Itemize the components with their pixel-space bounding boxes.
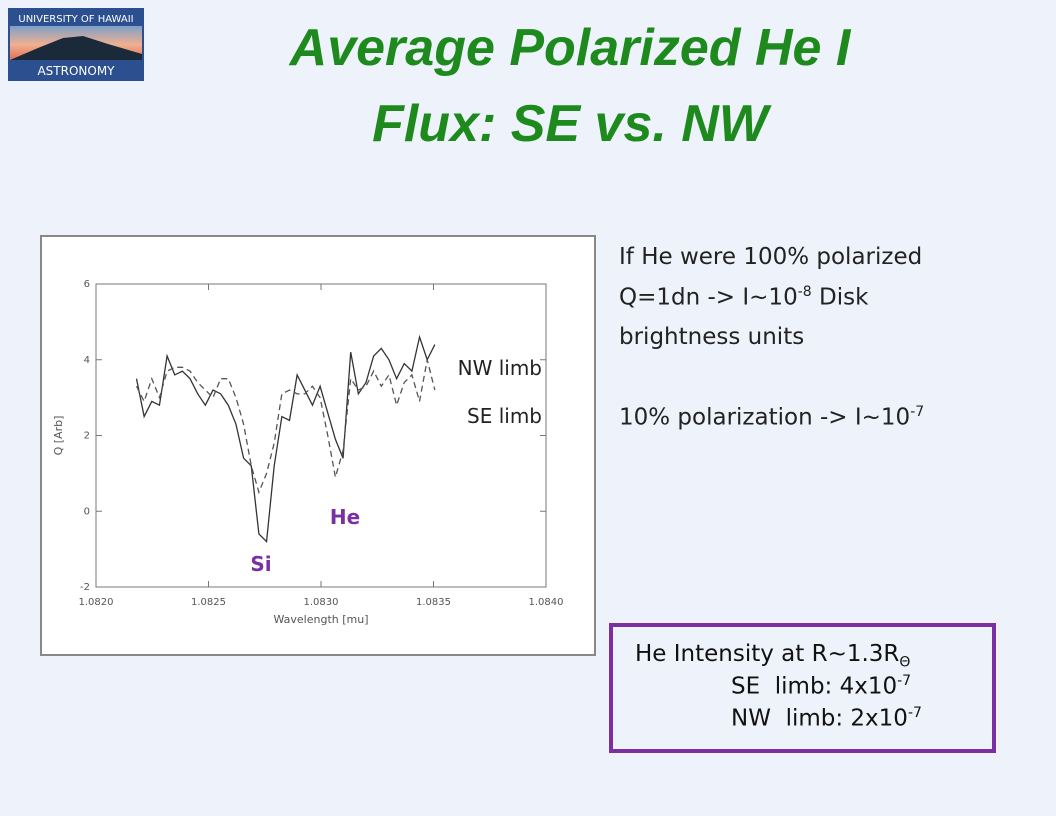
data-line: [135, 334, 436, 543]
annotation: Si: [250, 552, 271, 576]
box-sub: Θ: [899, 654, 911, 671]
y-tick-label: 6: [84, 279, 90, 290]
box-sup: -7: [907, 705, 922, 721]
data-line: [135, 359, 436, 495]
summary-box: He Intensity at R~1.3RΘ SE limb: 4x10-7 …: [609, 623, 996, 753]
note-line: brightness units: [619, 324, 805, 350]
box-sup: -7: [897, 673, 912, 689]
x-tick-label: 1.0830: [304, 597, 339, 608]
box-text: He Intensity at R~1.3R: [635, 641, 900, 667]
x-tick-label: 1.0835: [416, 597, 451, 608]
chart: -2 0 2 4 6 1.0820 1.0825 1.0830 1.0835 1.0840 Wave…: [40, 235, 596, 656]
logo-mountain: [10, 36, 142, 60]
y-tick-label: -2: [80, 582, 90, 593]
x-axis-label: Wavelength [mu]: [273, 613, 368, 626]
note-line: If He were 100% polarized: [619, 244, 923, 270]
slide-title: Flux: SE vs. NW: [372, 95, 768, 153]
annotation: He: [330, 505, 360, 529]
note-text: Disk: [811, 284, 869, 311]
note-sup: -8: [797, 284, 812, 300]
box-line: NW limb: 2x10-7: [731, 705, 922, 732]
note-sup: -7: [910, 404, 925, 420]
logo-top: UNIVERSITY OF HAWAII: [18, 14, 133, 25]
series-label: SE limb: [467, 404, 542, 428]
note-line: Q=1dn -> I~10-8 Disk: [619, 284, 868, 311]
chart-frame: [40, 235, 596, 656]
y-tick-label: 4: [84, 355, 90, 366]
logo: UNIVERSITY OF HAWAII ASTRONOMY: [8, 8, 144, 81]
slide-title: Average Polarized He I: [289, 19, 851, 77]
x-tick-label: 1.0840: [529, 597, 564, 608]
y-axis-label: Q [Arb]: [52, 416, 65, 456]
box-text: NW limb: 2x10: [731, 705, 908, 732]
logo-bottom: ASTRONOMY: [37, 64, 115, 78]
note-text: 10% polarization -> I~10: [619, 404, 911, 431]
y-tick-label: 2: [84, 431, 90, 442]
box-text: SE limb: 4x10: [731, 673, 898, 700]
series-label: NW limb: [458, 356, 542, 380]
note-text: Q=1dn -> I~10: [619, 284, 798, 311]
x-tick-label: 1.0825: [191, 597, 226, 608]
box-line: SE limb: 4x10-7: [731, 673, 911, 700]
box-line: He Intensity at R~1.3RΘ: [635, 641, 910, 671]
x-tick-label: 1.0820: [79, 597, 114, 608]
y-tick-label: 0: [84, 506, 90, 517]
note-line: 10% polarization -> I~10-7: [619, 404, 924, 431]
